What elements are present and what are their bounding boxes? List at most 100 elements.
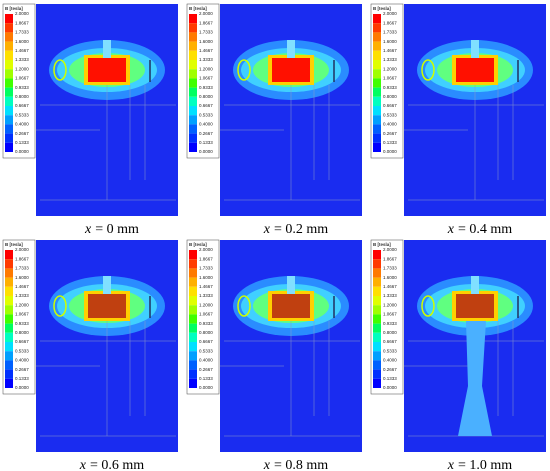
legend-label: 1.3333 <box>15 293 29 298</box>
legend-label: 0.4000 <box>15 358 29 363</box>
legend-label: 0.6667 <box>383 339 397 344</box>
legend-swatch <box>373 296 381 306</box>
legend-label: 1.4667 <box>383 48 397 53</box>
legend-swatch <box>373 342 381 352</box>
legend-swatch <box>5 332 13 342</box>
legend-swatch <box>189 115 197 125</box>
field-stem <box>471 40 479 58</box>
caption-variable: x <box>84 222 92 237</box>
legend-swatch <box>373 60 381 70</box>
legend-label: 1.3333 <box>15 57 29 62</box>
legend-title: B [tesla] <box>5 242 23 247</box>
legend-label: 1.0667 <box>383 76 397 81</box>
legend-label: 0.4000 <box>15 122 29 127</box>
field-core <box>456 294 494 318</box>
legend-label: 0.1333 <box>15 140 29 145</box>
legend-label: 0.0000 <box>383 385 397 390</box>
legend-label: 0.2667 <box>383 131 397 136</box>
legend-label: 0.8000 <box>383 94 397 99</box>
field-stem <box>287 40 295 58</box>
legend-swatch <box>5 250 13 260</box>
legend-label: 1.3333 <box>383 57 397 62</box>
legend-swatch <box>373 69 381 79</box>
caption-variable: x <box>79 458 87 471</box>
caption-text: = 0.4 mm <box>458 222 512 237</box>
field-core <box>456 58 494 82</box>
legend-label: 2.0000 <box>383 247 397 252</box>
legend-swatch <box>5 360 13 370</box>
legend-label: 1.0667 <box>199 76 213 81</box>
legend-label: 1.8667 <box>383 20 397 25</box>
legend-label: 0.6667 <box>199 103 213 108</box>
legend-label: 1.8667 <box>199 256 213 261</box>
panel: B [tesla]2.0000 1.8667 1.7333 1.6000 1.4667 1… <box>370 3 546 237</box>
legend-label: 1.2000 <box>383 302 397 307</box>
caption-variable: x <box>447 458 455 471</box>
legend-swatch <box>189 78 197 88</box>
caption-text: = 0.6 mm <box>90 458 144 471</box>
legend-swatch <box>189 124 197 134</box>
legend-swatch <box>189 60 197 70</box>
legend-label: 0.2667 <box>15 131 29 136</box>
legend-swatch <box>373 32 381 42</box>
legend-label: 2.0000 <box>199 247 213 252</box>
legend-label: 0.6667 <box>199 339 213 344</box>
legend-label: 0.8000 <box>15 330 29 335</box>
legend-swatch <box>373 314 381 324</box>
legend-swatch <box>189 23 197 33</box>
legend-label: 1.8667 <box>15 256 29 261</box>
panel: B [tesla]2.0000 1.8667 1.7333 1.6000 1.4667 1… <box>186 3 362 237</box>
legend-label: 1.3333 <box>199 293 213 298</box>
caption-text: = 0.8 mm <box>274 458 328 471</box>
legend-label: 0.0000 <box>15 149 29 154</box>
legend-swatch <box>189 250 197 260</box>
legend-label: 1.2000 <box>199 66 213 71</box>
legend-label: 1.6000 <box>199 275 213 280</box>
panel: B [tesla]2.0000 1.8667 1.7333 1.6000 1.4667 1… <box>186 239 362 471</box>
legend-label: 0.9333 <box>199 321 213 326</box>
legend-swatch <box>189 296 197 306</box>
legend-label: 0.0000 <box>199 149 213 154</box>
legend-label: 1.7333 <box>15 266 29 271</box>
legend-label: 1.6000 <box>199 39 213 44</box>
legend-swatch <box>189 360 197 370</box>
legend-swatch <box>5 351 13 361</box>
caption-variable: x <box>263 222 271 237</box>
legend-label: 0.9333 <box>383 321 397 326</box>
legend-swatch <box>189 369 197 379</box>
legend-label: 1.4667 <box>199 284 213 289</box>
legend-label: 1.4667 <box>15 48 29 53</box>
caption: x = 0.6 mm <box>79 458 145 471</box>
legend-swatch <box>373 268 381 278</box>
legend-label: 0.6667 <box>383 103 397 108</box>
legend-label: 1.7333 <box>383 266 397 271</box>
legend-swatch <box>5 286 13 296</box>
legend-label: 0.4000 <box>199 122 213 127</box>
legend-swatch <box>373 286 381 296</box>
legend-label: 0.0000 <box>383 149 397 154</box>
legend-label: 2.0000 <box>383 11 397 16</box>
legend-swatch <box>5 69 13 79</box>
legend-label: 1.2000 <box>15 66 29 71</box>
legend-label: 2.0000 <box>15 247 29 252</box>
legend-swatch <box>189 378 197 388</box>
field-core <box>272 294 310 318</box>
legend-swatch <box>189 314 197 324</box>
legend-label: 1.7333 <box>15 30 29 35</box>
legend-swatch <box>373 259 381 269</box>
panel: B [tesla]2.0000 1.8667 1.7333 1.6000 1.4667 1… <box>2 239 178 471</box>
legend-label: 0.1333 <box>383 376 397 381</box>
legend-swatch <box>5 124 13 134</box>
legend-swatch <box>373 360 381 370</box>
legend-swatch <box>5 133 13 143</box>
legend-swatch <box>5 142 13 152</box>
legend-label: 0.9333 <box>383 85 397 90</box>
legend-swatch <box>373 142 381 152</box>
legend-label: 1.6000 <box>15 39 29 44</box>
legend-label: 0.8000 <box>15 94 29 99</box>
caption-text: = 0 mm <box>95 222 139 237</box>
legend-label: 0.4000 <box>383 122 397 127</box>
legend-label: 0.9333 <box>15 85 29 90</box>
legend-swatch <box>373 87 381 97</box>
legend-label: 1.4667 <box>199 48 213 53</box>
